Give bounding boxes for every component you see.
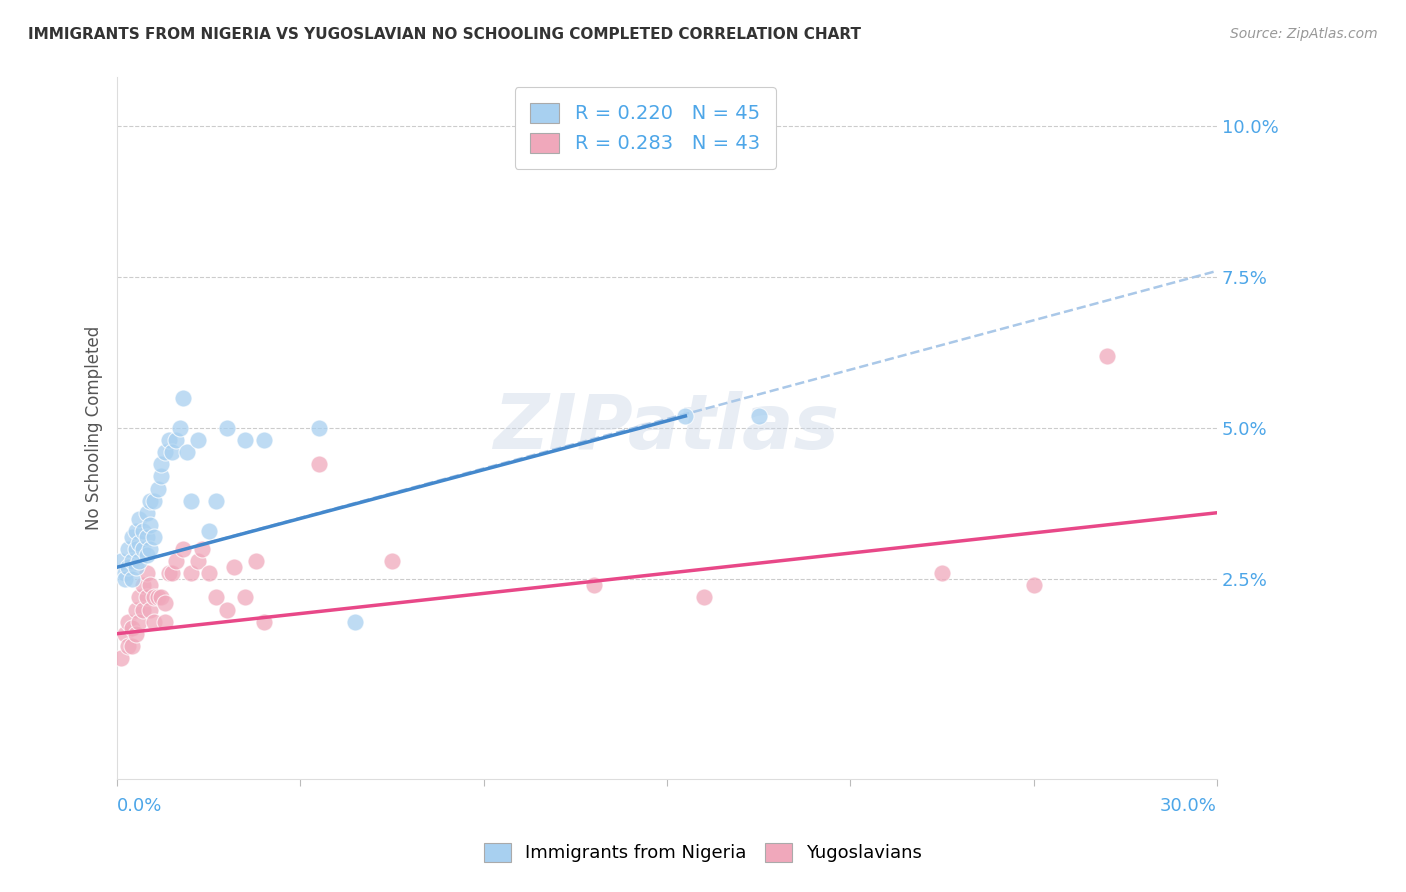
Point: [245, 554, 267, 568]
Point: [124, 560, 146, 574]
Point: [139, 493, 162, 508]
Point: [693, 591, 716, 605]
Point: [153, 615, 176, 629]
Point: [139, 602, 162, 616]
Point: [132, 578, 155, 592]
Point: [124, 602, 146, 616]
Point: [160, 445, 183, 459]
Point: [172, 391, 194, 405]
Point: [132, 524, 155, 538]
Point: [135, 530, 157, 544]
Point: [128, 536, 150, 550]
Point: [153, 445, 176, 459]
Point: [142, 591, 165, 605]
Text: 30.0%: 30.0%: [1160, 797, 1218, 815]
Point: [121, 572, 143, 586]
Point: [110, 651, 132, 665]
Point: [135, 506, 157, 520]
Point: [187, 434, 209, 448]
Point: [150, 458, 173, 472]
Y-axis label: No Schooling Completed: No Schooling Completed: [86, 326, 103, 530]
Text: ZIPatlas: ZIPatlas: [494, 391, 839, 465]
Point: [205, 591, 228, 605]
Point: [117, 542, 139, 557]
Point: [1095, 349, 1118, 363]
Point: [117, 639, 139, 653]
Point: [253, 434, 276, 448]
Legend: R = 0.220   N = 45, R = 0.283   N = 43: R = 0.220 N = 45, R = 0.283 N = 43: [515, 87, 776, 169]
Text: Source: ZipAtlas.com: Source: ZipAtlas.com: [1230, 27, 1378, 41]
Legend: Immigrants from Nigeria, Yugoslavians: Immigrants from Nigeria, Yugoslavians: [477, 836, 929, 870]
Point: [124, 524, 146, 538]
Point: [121, 621, 143, 635]
Point: [582, 578, 605, 592]
Point: [235, 591, 257, 605]
Point: [381, 554, 404, 568]
Point: [176, 445, 198, 459]
Point: [128, 591, 150, 605]
Point: [673, 409, 696, 423]
Point: [146, 591, 169, 605]
Point: [114, 572, 136, 586]
Point: [128, 512, 150, 526]
Point: [179, 493, 201, 508]
Point: [748, 409, 770, 423]
Point: [132, 542, 155, 557]
Point: [135, 548, 157, 562]
Point: [142, 530, 165, 544]
Point: [153, 597, 176, 611]
Point: [217, 421, 239, 435]
Point: [124, 542, 146, 557]
Point: [150, 591, 173, 605]
Point: [121, 530, 143, 544]
Point: [139, 578, 162, 592]
Point: [205, 493, 228, 508]
Point: [117, 615, 139, 629]
Point: [150, 469, 173, 483]
Point: [224, 560, 246, 574]
Point: [157, 434, 180, 448]
Point: [139, 517, 162, 532]
Point: [308, 458, 330, 472]
Point: [121, 639, 143, 653]
Point: [114, 626, 136, 640]
Point: [142, 493, 165, 508]
Point: [139, 542, 162, 557]
Text: IMMIGRANTS FROM NIGERIA VS YUGOSLAVIAN NO SCHOOLING COMPLETED CORRELATION CHART: IMMIGRANTS FROM NIGERIA VS YUGOSLAVIAN N…: [28, 27, 860, 42]
Point: [128, 554, 150, 568]
Point: [160, 566, 183, 581]
Point: [110, 554, 132, 568]
Point: [117, 560, 139, 574]
Point: [344, 615, 367, 629]
Point: [121, 554, 143, 568]
Point: [114, 566, 136, 581]
Point: [1022, 578, 1045, 592]
Point: [931, 566, 953, 581]
Point: [165, 434, 187, 448]
Point: [187, 554, 209, 568]
Point: [146, 482, 169, 496]
Point: [190, 542, 212, 557]
Point: [253, 615, 276, 629]
Point: [169, 421, 191, 435]
Point: [135, 566, 157, 581]
Point: [308, 421, 330, 435]
Point: [124, 626, 146, 640]
Point: [142, 615, 165, 629]
Point: [235, 434, 257, 448]
Point: [217, 602, 239, 616]
Point: [198, 566, 221, 581]
Point: [132, 602, 155, 616]
Point: [179, 566, 201, 581]
Point: [135, 591, 157, 605]
Point: [157, 566, 180, 581]
Text: 0.0%: 0.0%: [117, 797, 163, 815]
Point: [165, 554, 187, 568]
Point: [198, 524, 221, 538]
Point: [128, 615, 150, 629]
Point: [172, 542, 194, 557]
